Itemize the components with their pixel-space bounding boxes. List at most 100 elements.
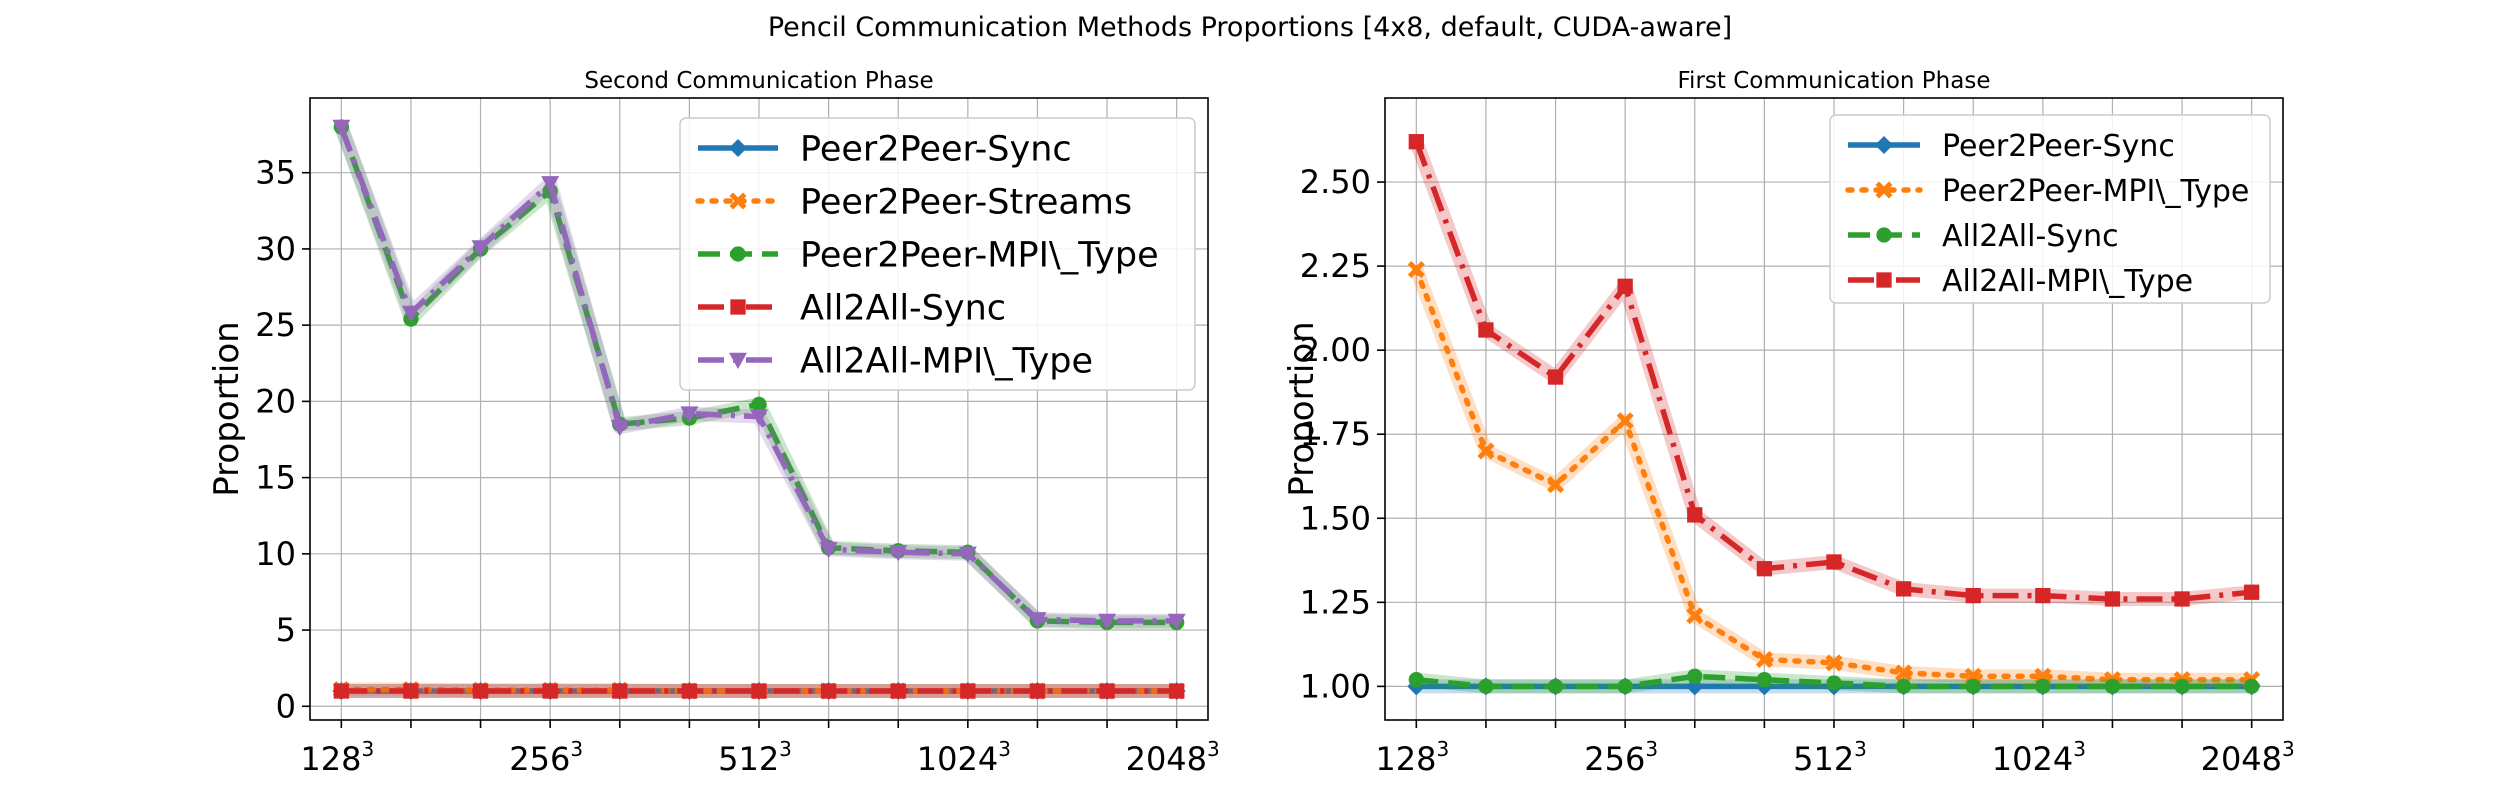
data-point [1028, 612, 1047, 629]
data-point [1755, 650, 1773, 668]
data-point [1408, 672, 1424, 688]
data-point [2035, 587, 2051, 604]
data-point [1686, 607, 1704, 625]
chart-panel-2: 1.00 1.25 1.50 1.75 2.00 2.25 2.50 1283 2563 5123… [1282, 68, 2295, 778]
data-point [1687, 668, 1703, 684]
data-point [471, 240, 490, 257]
data-point [2104, 591, 2121, 607]
data-point [1478, 678, 1494, 695]
y-tick-label: 1.75 [1300, 415, 1371, 453]
data-point [1965, 678, 1981, 695]
data-point [1756, 561, 1773, 577]
data-point [1895, 678, 1912, 695]
data-point [1965, 587, 1981, 604]
data-point [750, 409, 768, 426]
data-point [2174, 591, 2190, 607]
x-tick-label: 1283 [300, 737, 374, 778]
data-point [1617, 278, 1633, 294]
data-point [542, 683, 558, 699]
data-point [958, 546, 977, 563]
data-point [1169, 683, 1185, 699]
legend-marker [729, 352, 747, 369]
data-point [1098, 613, 1117, 630]
data-point [1617, 678, 1633, 695]
data-point [332, 119, 351, 136]
data-point [612, 683, 628, 699]
legend-label: All2All-MPI\_Type [1942, 264, 2193, 299]
chart-title: First Communication Phase [1678, 68, 1991, 94]
x-tick-label: 20483 [2201, 737, 2295, 778]
data-point [1756, 672, 1773, 688]
x-tick-label: 5123 [1793, 737, 1867, 778]
data-point [1167, 613, 1186, 630]
figure-suptitle: Pencil Communication Methods Proportions… [767, 12, 1733, 43]
legend-marker [1876, 272, 1892, 288]
series-all2all-mpi-type [1408, 134, 2260, 607]
y-tick-label: 15 [255, 459, 296, 497]
data-point [401, 305, 420, 322]
y-tick-label: 2.50 [1300, 163, 1371, 201]
legend-label: Peer2Peer-Sync [800, 130, 1072, 170]
legend-label: All2All-MPI\_Type [800, 342, 1093, 382]
data-point [1547, 678, 1564, 695]
data-point [1547, 476, 1565, 494]
x-tick-label: 10243 [917, 737, 1011, 778]
data-point [1477, 442, 1495, 460]
data-point [1616, 412, 1634, 430]
series-all2all-mpi-type [332, 119, 1186, 630]
x-tick-label: 5123 [718, 737, 792, 778]
legend-marker [730, 299, 746, 315]
data-point [1407, 260, 1425, 278]
legend: Peer2Peer-Sync Peer2Peer-MPI\_Type All2All… [1829, 114, 2271, 304]
data-point [1547, 369, 1564, 385]
data-point [1408, 134, 1424, 150]
legend-label: Peer2Peer-Sync [1942, 129, 2175, 164]
legend-label: Peer2Peer-Streams [800, 183, 1132, 223]
series-all2all-sync [333, 683, 1185, 699]
data-point [472, 683, 489, 699]
data-point [960, 683, 976, 699]
data-point [1895, 664, 1913, 682]
legend-marker [1875, 181, 1893, 199]
y-axis-label: Proportion [207, 321, 247, 496]
data-point [403, 683, 419, 699]
legend-marker [1876, 227, 1892, 243]
data-point [2104, 678, 2121, 695]
series-all2all-sync [1408, 668, 2260, 695]
y-tick-label: 0 [276, 687, 296, 725]
data-point [889, 545, 908, 562]
data-point [1099, 683, 1115, 699]
legend-marker [729, 139, 747, 157]
data-point [680, 406, 699, 423]
data-point [1826, 554, 1842, 570]
data-point [1029, 683, 1046, 699]
x-tick-label: 2563 [509, 737, 583, 778]
y-tick-label: 1.25 [1300, 583, 1371, 621]
data-point [2035, 678, 2051, 695]
legend-marker [730, 246, 746, 262]
chart-panel-1: 0 5 10 15 20 25 30 35 1283 2563 5123 10243 20483 Seco… [207, 68, 1220, 778]
legend-label: All2All-Sync [1942, 219, 2119, 254]
y-tick-label: 10 [255, 535, 296, 573]
y-tick-label: 2.00 [1300, 331, 1371, 369]
data-point [2244, 678, 2260, 695]
y-tick-label: 25 [255, 306, 296, 344]
legend-marker [1875, 136, 1893, 154]
data-point [1895, 581, 1912, 597]
data-point [819, 542, 838, 559]
data-point [751, 683, 767, 699]
chart-title: Second Communication Phase [584, 68, 933, 94]
y-tick-label: 1.00 [1300, 667, 1371, 705]
legend-label: All2All-Sync [800, 289, 1006, 329]
data-point [541, 176, 560, 193]
data-point [1826, 675, 1842, 691]
data-point [1478, 322, 1494, 338]
data-point [1687, 507, 1703, 523]
x-tick-label: 2563 [1584, 737, 1658, 778]
x-tick-label: 20483 [1126, 737, 1220, 778]
x-tick-label: 1283 [1375, 737, 1449, 778]
y-tick-label: 5 [276, 611, 296, 649]
data-point [890, 683, 906, 699]
